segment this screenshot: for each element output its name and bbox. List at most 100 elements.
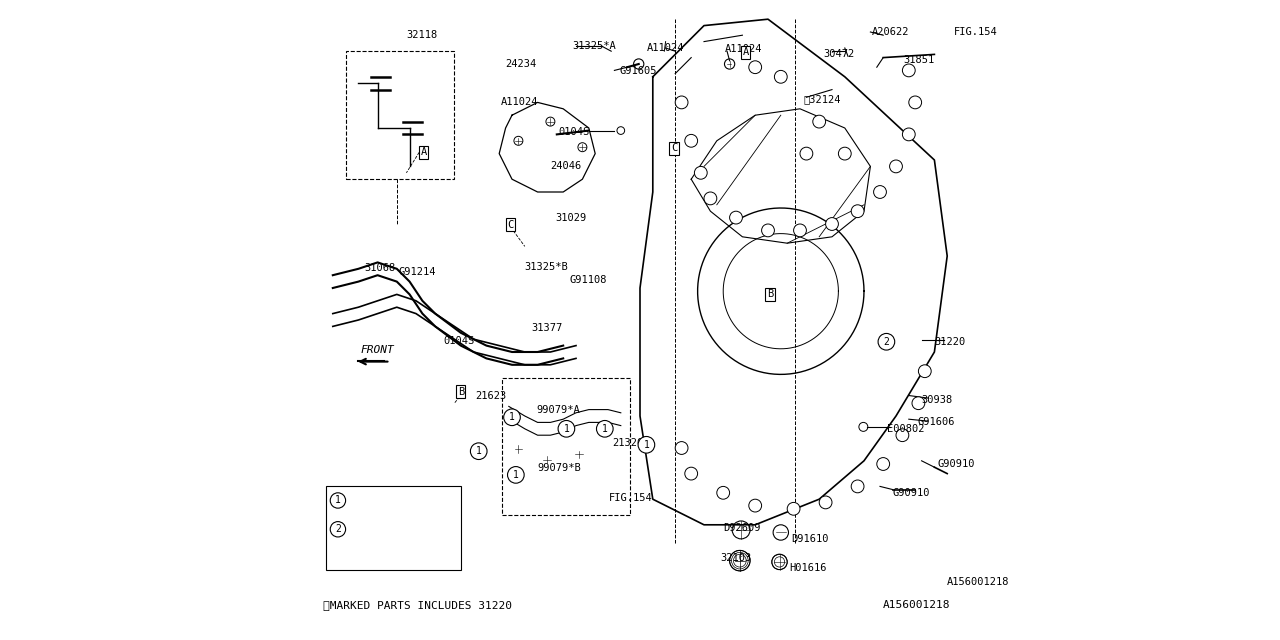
Text: 31220: 31220 bbox=[934, 337, 965, 348]
Circle shape bbox=[896, 429, 909, 442]
Circle shape bbox=[819, 496, 832, 509]
Circle shape bbox=[617, 127, 625, 134]
Circle shape bbox=[558, 420, 575, 437]
Bar bbox=[326, 486, 461, 570]
Circle shape bbox=[685, 467, 698, 480]
Circle shape bbox=[541, 454, 553, 465]
Text: 31068: 31068 bbox=[365, 262, 396, 273]
Text: 21326: 21326 bbox=[612, 438, 643, 448]
Text: (1301- ): (1301- ) bbox=[410, 545, 460, 556]
Text: G90910: G90910 bbox=[893, 488, 931, 498]
Circle shape bbox=[794, 224, 806, 237]
Text: A81011: A81011 bbox=[365, 545, 402, 556]
Text: ※32124: ※32124 bbox=[804, 94, 841, 104]
Text: D91610: D91610 bbox=[791, 534, 828, 544]
Circle shape bbox=[913, 397, 925, 410]
Text: 31377: 31377 bbox=[531, 323, 562, 333]
Text: FIG.154: FIG.154 bbox=[954, 27, 997, 37]
Circle shape bbox=[573, 449, 585, 460]
Circle shape bbox=[749, 61, 762, 74]
Text: A81009: A81009 bbox=[365, 522, 402, 532]
Circle shape bbox=[512, 444, 525, 455]
Circle shape bbox=[717, 486, 730, 499]
Circle shape bbox=[685, 134, 698, 147]
Text: FIG.154: FIG.154 bbox=[609, 493, 653, 503]
Text: 30472: 30472 bbox=[824, 49, 855, 60]
Text: 1: 1 bbox=[509, 412, 515, 422]
Text: C: C bbox=[508, 220, 513, 230]
Circle shape bbox=[724, 59, 735, 69]
Text: ※MARKED PARTS INCLUDES 31220: ※MARKED PARTS INCLUDES 31220 bbox=[323, 600, 512, 610]
Circle shape bbox=[637, 436, 655, 453]
Text: 1: 1 bbox=[563, 424, 570, 434]
Text: G91108: G91108 bbox=[570, 275, 607, 285]
Text: 31325*A: 31325*A bbox=[573, 41, 617, 51]
Circle shape bbox=[874, 186, 886, 198]
Text: 31029: 31029 bbox=[556, 213, 586, 223]
Text: FRONT: FRONT bbox=[361, 345, 394, 355]
Text: 1: 1 bbox=[513, 470, 518, 480]
Circle shape bbox=[851, 480, 864, 493]
Circle shape bbox=[774, 70, 787, 83]
Text: H01616: H01616 bbox=[788, 563, 827, 573]
Text: 1: 1 bbox=[476, 446, 481, 456]
Text: 31851: 31851 bbox=[904, 54, 934, 65]
Circle shape bbox=[813, 115, 826, 128]
Text: A20622: A20622 bbox=[872, 27, 909, 37]
Circle shape bbox=[508, 467, 525, 483]
Text: B: B bbox=[767, 289, 773, 300]
Text: 30938: 30938 bbox=[922, 395, 952, 405]
Text: 32103: 32103 bbox=[721, 553, 751, 563]
Circle shape bbox=[772, 554, 787, 570]
Circle shape bbox=[730, 211, 742, 224]
Circle shape bbox=[730, 550, 750, 571]
Circle shape bbox=[676, 96, 689, 109]
Circle shape bbox=[787, 502, 800, 515]
Text: G91605: G91605 bbox=[620, 66, 657, 76]
Circle shape bbox=[330, 522, 346, 537]
Text: 21623: 21623 bbox=[476, 390, 507, 401]
Text: G91214: G91214 bbox=[398, 267, 435, 277]
Text: A: A bbox=[421, 147, 426, 157]
Circle shape bbox=[596, 420, 613, 437]
Text: 32118: 32118 bbox=[407, 30, 438, 40]
Circle shape bbox=[749, 499, 762, 512]
Text: ( -1301): ( -1301) bbox=[410, 522, 460, 532]
Text: 99079*B: 99079*B bbox=[538, 463, 581, 474]
Circle shape bbox=[676, 442, 689, 454]
Text: A156001218: A156001218 bbox=[947, 577, 1010, 588]
Circle shape bbox=[330, 493, 346, 508]
Text: E00802: E00802 bbox=[887, 424, 924, 434]
Circle shape bbox=[504, 409, 521, 426]
Text: 2: 2 bbox=[335, 524, 340, 534]
Circle shape bbox=[762, 224, 774, 237]
Text: D92609: D92609 bbox=[723, 523, 760, 533]
Text: 1: 1 bbox=[644, 440, 649, 450]
Circle shape bbox=[800, 147, 813, 160]
Circle shape bbox=[878, 333, 895, 350]
Circle shape bbox=[902, 128, 915, 141]
Circle shape bbox=[579, 143, 586, 152]
Text: B: B bbox=[458, 387, 463, 397]
Text: A11024: A11024 bbox=[724, 44, 762, 54]
Circle shape bbox=[902, 64, 915, 77]
Circle shape bbox=[704, 192, 717, 205]
Text: 24046: 24046 bbox=[550, 161, 581, 172]
Text: 1: 1 bbox=[602, 424, 608, 434]
Circle shape bbox=[919, 365, 932, 378]
Circle shape bbox=[877, 458, 890, 470]
Text: G91606: G91606 bbox=[916, 417, 955, 428]
Text: 24234: 24234 bbox=[506, 59, 536, 69]
Text: 0104S: 0104S bbox=[559, 127, 590, 138]
Text: C: C bbox=[671, 143, 677, 154]
Text: A11024: A11024 bbox=[500, 97, 538, 108]
Text: 99079*A: 99079*A bbox=[536, 404, 580, 415]
Text: 2: 2 bbox=[883, 337, 890, 347]
Circle shape bbox=[838, 147, 851, 160]
Circle shape bbox=[634, 59, 644, 69]
Circle shape bbox=[773, 525, 788, 540]
Circle shape bbox=[826, 218, 838, 230]
Circle shape bbox=[471, 443, 488, 460]
Text: 0104S: 0104S bbox=[444, 336, 475, 346]
Circle shape bbox=[513, 136, 524, 145]
